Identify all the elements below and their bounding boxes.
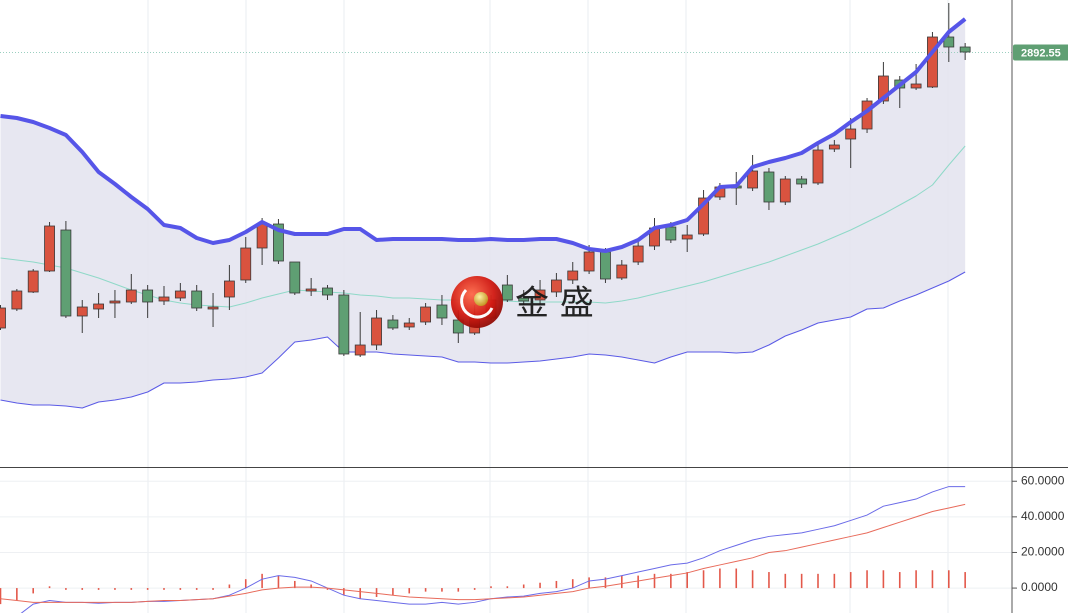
candle-body: [600, 251, 611, 280]
candle-body: [420, 306, 432, 323]
candle-body: [403, 322, 415, 328]
candle-body: [943, 36, 955, 48]
candle-body: [256, 223, 268, 249]
candle-body: [583, 251, 595, 272]
candle-body: [387, 319, 399, 329]
candle-body: [845, 128, 857, 140]
last-price-tag: [1013, 44, 1068, 61]
candle-body: [76, 306, 88, 317]
candle-body: [878, 75, 889, 102]
candle-body: [93, 303, 104, 310]
candle-body: [518, 297, 530, 302]
candle-body: [322, 287, 333, 296]
candle-body: [338, 294, 350, 355]
candle-body: [534, 289, 546, 301]
candle-body: [191, 290, 203, 309]
y-tick-label: 40.0000: [1021, 509, 1065, 523]
candle-body: [828, 144, 840, 150]
candle-body: [44, 225, 55, 272]
candle-body: [436, 304, 448, 319]
candle-body: [125, 289, 137, 303]
logo-swoosh: [460, 288, 494, 319]
axis: 2892.55 60.0000 40.0000 20.0000 0.0000: [1012, 44, 1068, 594]
candle-body: [681, 234, 693, 240]
y-tick-label: 20.0000: [1021, 545, 1065, 559]
candle-body: [959, 46, 971, 53]
last-price-label: 2892.55: [1021, 47, 1061, 59]
candle-body: [60, 229, 72, 317]
y-tick-label: 0.0000: [1021, 580, 1058, 594]
candle-body: [796, 178, 808, 185]
candle-body: [207, 306, 219, 310]
band-fill: [0, 19, 966, 408]
candle-body: [11, 290, 23, 310]
candle-body: [567, 270, 579, 281]
candle-body: [747, 170, 758, 189]
candle-body: [0, 307, 6, 329]
candle-body: [240, 247, 252, 281]
main-panel: [0, 3, 1012, 409]
indicator-line: [20, 486, 966, 613]
candle-body: [371, 317, 382, 346]
candle-body: [763, 171, 775, 203]
band-upper: [0, 17, 967, 253]
candle-body: [174, 290, 186, 299]
candle-body: [910, 83, 922, 89]
candle-body: [289, 261, 301, 294]
logo-ball: [474, 292, 488, 306]
candle-body: [698, 197, 709, 235]
candle-body: [927, 36, 938, 88]
candle-body: [632, 245, 644, 263]
candle-body: [665, 226, 677, 241]
watermark-text: 金 盛: [515, 284, 594, 324]
candle-body: [109, 300, 121, 304]
candle-body: [27, 270, 39, 293]
candle-body: [158, 296, 170, 302]
candle-body: [616, 264, 628, 279]
y-tick-label: 60.0000: [1021, 473, 1065, 487]
band-lower: [0, 271, 966, 409]
candle-body: [354, 344, 366, 356]
candle-body: [273, 223, 284, 262]
watermark: 金 盛: [451, 276, 594, 328]
candle-body: [142, 289, 154, 303]
candle-body: [812, 149, 824, 184]
candle-body: [551, 279, 562, 293]
indicator-panel: [0, 480, 1012, 613]
candle-body: [305, 288, 317, 292]
candle-body: [223, 280, 235, 298]
candle-body: [501, 284, 513, 301]
candle-body: [779, 178, 791, 203]
indicator-line: [0, 503, 966, 603]
